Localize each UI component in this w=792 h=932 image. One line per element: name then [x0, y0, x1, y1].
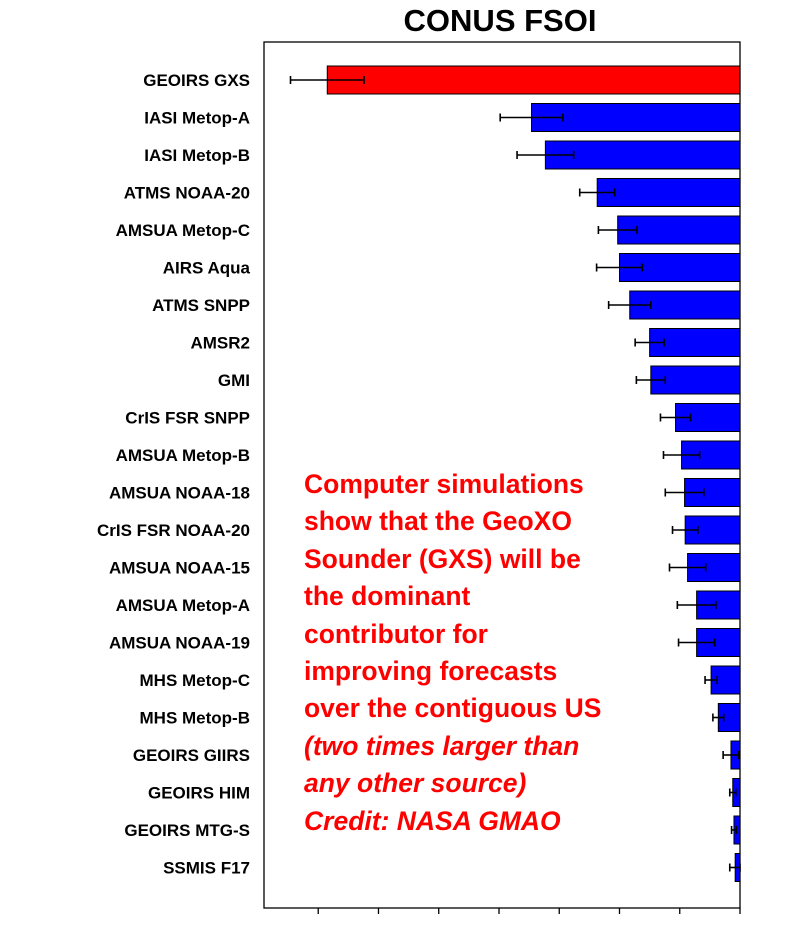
annotation-line: improving forecasts — [304, 656, 558, 687]
category-label: GEOIRS GXS — [143, 71, 250, 90]
category-label: MHS Metop-C — [140, 671, 250, 690]
category-label: AMSUA Metop-B — [116, 446, 250, 465]
category-label: AMSUA NOAA-19 — [109, 634, 250, 653]
category-label: GMI — [218, 371, 250, 390]
annotation-text: Computer simulations show that the GeoXO S… — [304, 466, 684, 840]
annotation-italic-line: any other source) — [304, 768, 527, 799]
annotation-line: show that the GeoXO — [304, 506, 572, 537]
category-label: GEOIRS MTG-S — [124, 821, 250, 840]
category-label: ATMS SNPP — [152, 296, 250, 315]
category-label: ATMS NOAA-20 — [124, 184, 250, 203]
chart-title: CONUS FSOI — [404, 3, 597, 38]
plot-frame — [263, 41, 741, 909]
annotation-line: the dominant — [304, 581, 471, 612]
annotation-line: Sounder (GXS) will be — [304, 543, 581, 574]
category-label: AMSR2 — [190, 334, 250, 353]
bar-1 — [531, 103, 741, 132]
category-label: CrIS FSR NOAA-20 — [97, 521, 250, 540]
category-label: CrIS FSR SNPP — [125, 409, 250, 428]
category-label: MHS Metop-B — [140, 709, 250, 728]
category-label: AMSUA Metop-A — [116, 596, 250, 615]
category-label: SSMIS F17 — [163, 859, 250, 878]
annotation-line: over the contiguous US — [304, 693, 602, 724]
bar-3 — [596, 178, 741, 207]
category-label: AMSUA NOAA-15 — [109, 559, 250, 578]
category-label: AMSUA Metop-C — [116, 221, 250, 240]
bar-2 — [544, 140, 741, 170]
category-label: GEOIRS HIM — [148, 784, 250, 803]
category-label: IASI Metop-A — [144, 109, 250, 128]
category-label: IASI Metop-B — [144, 146, 250, 165]
annotation-line: contributor for — [304, 618, 488, 649]
category-label: GEOIRS GIIRS — [133, 746, 250, 765]
annotation-line: Computer simulations — [304, 469, 584, 499]
annotation-italic-line: Credit: NASA GMAO — [304, 805, 561, 836]
bar-4 — [617, 215, 741, 245]
category-label: AIRS Aqua — [163, 259, 251, 278]
annotation-italic-line: (two times larger than — [304, 730, 580, 761]
category-label: AMSUA NOAA-18 — [109, 484, 250, 503]
bar-0 — [326, 65, 741, 95]
